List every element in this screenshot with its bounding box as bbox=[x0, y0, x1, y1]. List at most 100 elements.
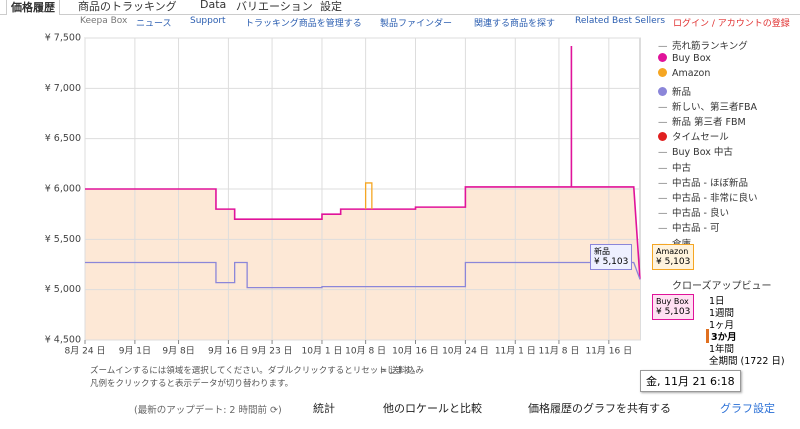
nav-link[interactable]: トラッキング商品を管理する bbox=[245, 19, 362, 29]
y-tick-label: ¥ 7,500 bbox=[45, 33, 81, 44]
legend-item[interactable]: 新品 bbox=[658, 84, 691, 98]
tooltip: Buy Box ¥ 5,103 bbox=[652, 294, 695, 320]
footer-item: (最新のアップデート: 2 時間前 ⟳) bbox=[134, 405, 282, 416]
tab[interactable]: 設定 bbox=[320, 0, 342, 13]
legend-label: タイムセール bbox=[672, 132, 729, 144]
y-tick-label: ¥ 7,000 bbox=[45, 83, 81, 94]
nav-link: Keepa Box bbox=[80, 16, 128, 26]
series-line bbox=[85, 46, 641, 280]
y-tick-label: ¥ 4,500 bbox=[45, 335, 81, 346]
legend-item[interactable]: — 中古品 - 可 bbox=[658, 220, 719, 234]
nav-link[interactable]: 関連する商品を探す bbox=[474, 19, 556, 29]
legend-dash: — bbox=[658, 117, 668, 128]
legend-dash: — bbox=[658, 41, 668, 52]
tab[interactable]: Data bbox=[200, 0, 227, 11]
range-option[interactable]: 1週間 bbox=[709, 308, 735, 319]
legend-item[interactable]: — 中古 bbox=[658, 160, 691, 174]
legend-item[interactable]: — 新しい、第三者FBA bbox=[658, 99, 757, 113]
note: 凡例をクリックすると表示データが切り替わります。 bbox=[90, 379, 294, 389]
x-tick-label: 10月 16 日 bbox=[392, 346, 439, 357]
nav-link[interactable]: Support bbox=[190, 16, 226, 26]
legend-dash: — bbox=[658, 147, 668, 159]
footer-item[interactable]: 他のロケールと比較 bbox=[383, 402, 482, 415]
y-tick-label: ¥ 6,500 bbox=[45, 133, 81, 144]
range-option[interactable]: 1日 bbox=[709, 296, 725, 307]
legend-dot bbox=[658, 53, 667, 63]
range-option[interactable]: 3か月 bbox=[706, 329, 737, 343]
tab[interactable]: 商品のトラッキング bbox=[78, 0, 177, 13]
nav-link[interactable]: 製品ファインダー bbox=[380, 19, 453, 29]
footer-item[interactable]: グラフ設定 bbox=[720, 402, 775, 415]
legend-item[interactable]: — 売れ筋ランキング bbox=[658, 38, 748, 52]
legend-label: 中古品 - 非常に良い bbox=[672, 193, 758, 204]
legend-dash: — bbox=[658, 177, 668, 189]
nav-link[interactable]: ニュース bbox=[136, 19, 172, 29]
tooltip-value: ¥ 5,103 bbox=[656, 257, 691, 267]
legend-label: 新品 bbox=[672, 86, 692, 98]
tooltip-name: Amazon bbox=[656, 247, 689, 256]
legend-dot bbox=[658, 132, 667, 142]
legend-item[interactable]: — 中古品 - ほぼ新品 bbox=[658, 175, 748, 189]
legend-item[interactable]: — 新品 第三者 FBM bbox=[658, 114, 746, 128]
x-tick-label: 10月 8 日 bbox=[345, 346, 386, 357]
tooltip-value: ¥ 5,103 bbox=[656, 307, 691, 317]
series-line bbox=[85, 261, 641, 289]
legend-label: 中古品 - 良い bbox=[672, 208, 729, 220]
range-option[interactable]: 1ヶ月 bbox=[709, 320, 735, 331]
x-tick-label: 11月 8 日 bbox=[538, 346, 579, 357]
x-tick-label: 10月 1 日 bbox=[302, 346, 343, 357]
legend-dot bbox=[658, 86, 667, 96]
tooltip-name: Buy Box bbox=[656, 297, 689, 306]
legend-dash: — bbox=[658, 208, 668, 220]
tab[interactable]: 価格履歴 bbox=[6, 0, 60, 15]
tab-bar bbox=[0, 0, 800, 15]
range-option[interactable]: 全期間 (1722 日) bbox=[709, 356, 785, 367]
legend-label: Buy Box 中古 bbox=[672, 147, 733, 159]
legend-label: 新しい、第三者FBA bbox=[672, 101, 757, 113]
legend-label: 中古品 - ほぼ新品 bbox=[672, 177, 748, 189]
y-tick-label: ¥ 5,500 bbox=[45, 234, 81, 245]
nav-link[interactable]: ログイン / アカウントの登録 bbox=[673, 19, 790, 29]
tooltip: Amazon ¥ 5,103 bbox=[652, 244, 695, 270]
range-option[interactable]: 1年間 bbox=[709, 344, 735, 355]
note: = 送料込み bbox=[380, 366, 424, 376]
legend-item[interactable]: Buy Box bbox=[658, 53, 711, 64]
legend-item[interactable]: Amazon bbox=[658, 68, 710, 79]
x-tick-label: 9月 23 日 bbox=[252, 346, 293, 357]
legend-dash: — bbox=[658, 223, 668, 235]
x-tick-label: 10月 24 日 bbox=[442, 346, 489, 357]
y-tick-label: ¥ 5,000 bbox=[45, 284, 81, 295]
tooltip-value: ¥ 5,103 bbox=[594, 257, 629, 267]
footer-item[interactable]: 価格履歴のグラフを共有する bbox=[528, 402, 671, 415]
legend-label: 中古品 - 可 bbox=[672, 223, 720, 235]
legend-item[interactable]: タイムセール bbox=[658, 129, 729, 143]
footer-item[interactable]: 統計 bbox=[313, 402, 335, 415]
legend-label: Buy Box bbox=[672, 53, 711, 65]
legend-dash: — bbox=[658, 162, 668, 174]
legend-dot bbox=[658, 68, 667, 78]
legend-dash: — bbox=[658, 193, 668, 204]
y-tick-label: ¥ 6,000 bbox=[45, 184, 81, 195]
x-tick-label: 8月 24 日 bbox=[65, 346, 106, 357]
x-tick-label: 11月 1 日 bbox=[495, 346, 536, 357]
legend-label: 売れ筋ランキング bbox=[672, 41, 748, 52]
closeup-title: クローズアップビュー bbox=[672, 281, 772, 292]
x-tick-label: 9月 1日 bbox=[119, 346, 151, 357]
x-tick-label: 9月 8日 bbox=[162, 346, 194, 357]
legend-item[interactable]: — Buy Box 中古 bbox=[658, 144, 733, 158]
date-label: 金, 11月 21 6:18 bbox=[640, 370, 741, 392]
legend-label: 新品 第三者 FBM bbox=[672, 117, 746, 128]
nav-link[interactable]: Related Best Sellers bbox=[575, 16, 666, 26]
note: ズームインするには領域を選択してください。ダブルクリックするとリセットします。 bbox=[90, 366, 420, 376]
legend-label: 中古 bbox=[672, 162, 692, 174]
legend-item[interactable]: — 中古品 - 良い bbox=[658, 205, 729, 219]
legend-label: Amazon bbox=[672, 68, 711, 80]
x-tick-label: 9月 16 日 bbox=[208, 346, 249, 357]
tab[interactable]: バリエーション bbox=[236, 0, 313, 13]
legend-dash: — bbox=[658, 101, 668, 113]
legend-item[interactable]: — 中古品 - 非常に良い bbox=[658, 190, 757, 204]
area-fill bbox=[85, 46, 640, 340]
x-tick-label: 11月 16 日 bbox=[585, 346, 632, 357]
